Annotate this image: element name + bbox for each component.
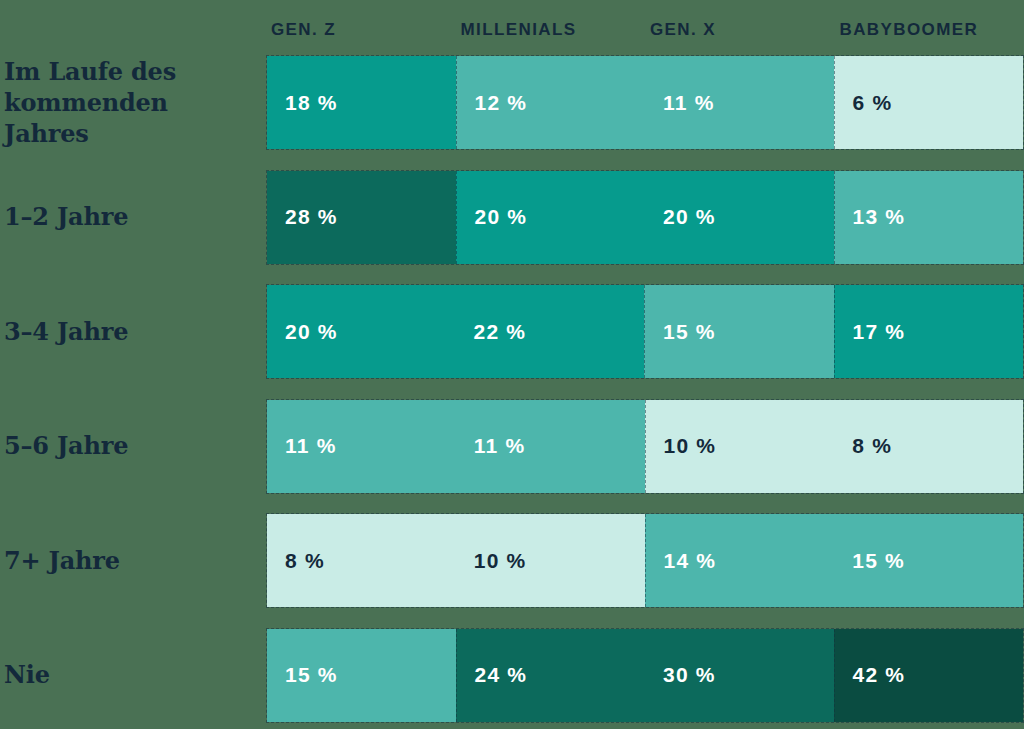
heatmap-cell: 11 %: [456, 400, 645, 493]
heatmap-chart: GEN. Z MILLENIALS GEN. X BABYBOOMER Im L…: [0, 0, 1024, 729]
row-label: 1–2 Jahre: [0, 170, 266, 265]
heatmap-cell: 30 %: [645, 629, 834, 722]
column-header-gen-z: GEN. Z: [266, 20, 456, 40]
heatmap-cell: 10 %: [456, 514, 645, 607]
row-label: Im Laufe des kommenden Jahres: [0, 55, 266, 150]
heatmap-cell: 20 %: [645, 171, 834, 264]
row-bars: 11 % 11 % 10 % 8 %: [266, 399, 1024, 494]
chart-row-kommendes-jahr: Im Laufe des kommenden Jahres 18 % 12 % …: [0, 55, 1024, 150]
heatmap-cell: 15 %: [267, 629, 456, 722]
heatmap-cell: 18 %: [267, 56, 456, 149]
chart-rows: Im Laufe des kommenden Jahres 18 % 12 % …: [0, 55, 1024, 723]
heatmap-cell: 8 %: [267, 514, 456, 607]
column-header-gen-x: GEN. X: [645, 20, 835, 40]
row-label: 3–4 Jahre: [0, 284, 266, 379]
heatmap-cell: 14 %: [645, 514, 835, 607]
heatmap-cell: 13 %: [834, 171, 1024, 264]
column-header-babyboomer: BABYBOOMER: [835, 20, 1024, 40]
row-label: 7+ Jahre: [0, 513, 266, 608]
row-bars: 8 % 10 % 14 % 15 %: [266, 513, 1024, 608]
row-label: 5–6 Jahre: [0, 399, 266, 494]
heatmap-cell: 42 %: [834, 629, 1024, 722]
chart-row-1-2-jahre: 1–2 Jahre 28 % 20 % 20 % 13 %: [0, 170, 1024, 265]
row-bars: 28 % 20 % 20 % 13 %: [266, 170, 1024, 265]
heatmap-cell: 20 %: [456, 171, 646, 264]
heatmap-cell: 6 %: [834, 56, 1024, 149]
heatmap-cell: 22 %: [456, 285, 645, 378]
heatmap-cell: 15 %: [834, 514, 1023, 607]
heatmap-cell: 8 %: [834, 400, 1023, 493]
column-header-millenials: MILLENIALS: [456, 20, 646, 40]
column-headers: GEN. Z MILLENIALS GEN. X BABYBOOMER: [266, 20, 1024, 40]
heatmap-cell: 28 %: [267, 171, 456, 264]
row-label: Nie: [0, 628, 266, 723]
heatmap-cell: 17 %: [834, 285, 1024, 378]
chart-row-nie: Nie 15 % 24 % 30 % 42 %: [0, 628, 1024, 723]
row-bars: 18 % 12 % 11 % 6 %: [266, 55, 1024, 150]
row-bars: 20 % 22 % 15 % 17 %: [266, 284, 1024, 379]
heatmap-cell: 15 %: [644, 285, 834, 378]
heatmap-cell: 24 %: [456, 629, 646, 722]
row-bars: 15 % 24 % 30 % 42 %: [266, 628, 1024, 723]
heatmap-cell: 10 %: [645, 400, 835, 493]
chart-row-5-6-jahre: 5–6 Jahre 11 % 11 % 10 % 8 %: [0, 399, 1024, 494]
heatmap-cell: 11 %: [267, 400, 456, 493]
chart-row-3-4-jahre: 3–4 Jahre 20 % 22 % 15 % 17 %: [0, 284, 1024, 379]
heatmap-cell: 12 %: [456, 56, 646, 149]
chart-row-7plus-jahre: 7+ Jahre 8 % 10 % 14 % 15 %: [0, 513, 1024, 608]
heatmap-cell: 11 %: [645, 56, 834, 149]
heatmap-cell: 20 %: [267, 285, 456, 378]
